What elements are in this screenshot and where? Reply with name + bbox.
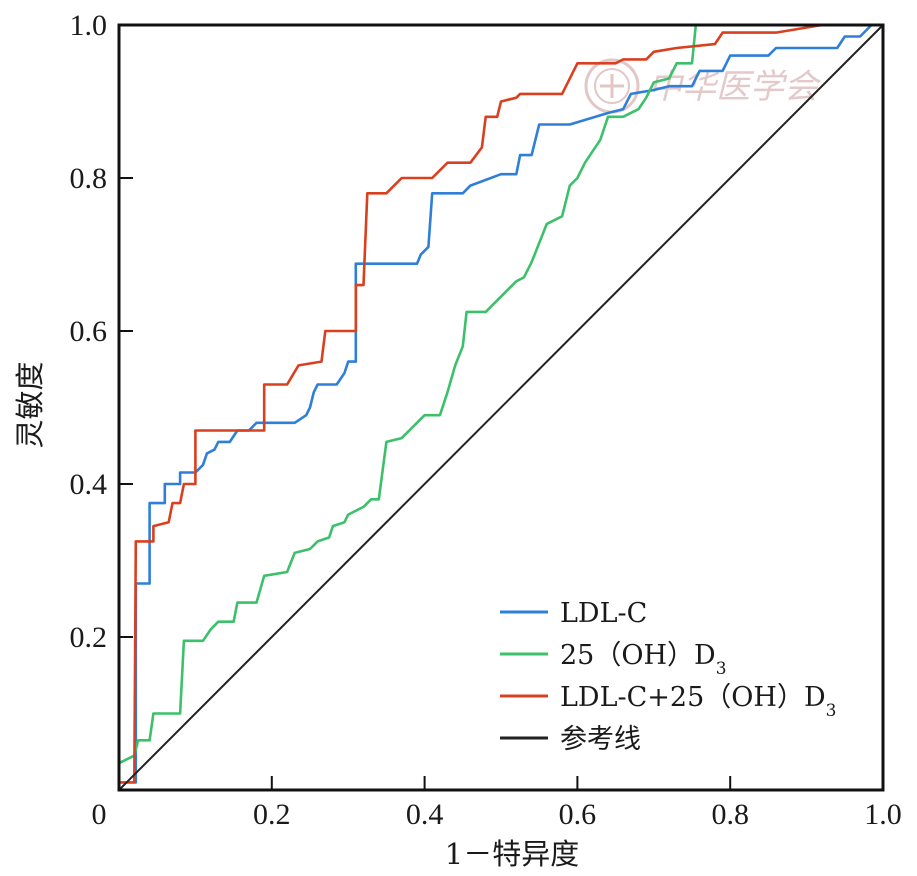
y-tick-label: 0.4 [70,468,108,501]
series-line-1 [118,23,883,765]
x-tick-label: 0.2 [253,798,291,831]
x-axis-ticks: 0 0.2 0.4 0.6 0.8 1.0 [92,776,902,831]
x-tick-label: 0.4 [406,798,444,831]
legend-label: 参考线 [560,724,641,755]
y-axis-title: 灵敏度 [13,361,47,448]
watermark: 中华医学会 [584,58,822,114]
legend-label: LDL-C+25（OH）D3 [560,682,836,721]
plot-area [117,23,885,792]
y-tick-label: 0.8 [70,162,108,195]
x-tick-label: 1.0 [864,798,902,831]
y-tick-label: 1.0 [70,9,108,42]
x-axis-title: 1－特异度 [445,837,579,871]
x-tick-label: 0.8 [711,798,749,831]
series-line-3 [118,24,884,791]
series-line-2 [119,23,883,784]
x-tick-label: 0 [92,798,107,831]
series-line-0 [134,23,883,784]
y-axis-ticks: 0.2 0.4 0.6 0.8 1.0 [70,9,133,654]
y-tick-label: 0.2 [70,621,108,654]
medical-association-seal-icon [584,58,640,114]
x-tick-label: 0.6 [559,798,597,831]
plot-frame [117,23,885,792]
legend-label: 25（OH）D3 [560,640,727,679]
y-tick-label: 0.6 [70,315,108,348]
legend-label: LDL-C [560,598,647,629]
